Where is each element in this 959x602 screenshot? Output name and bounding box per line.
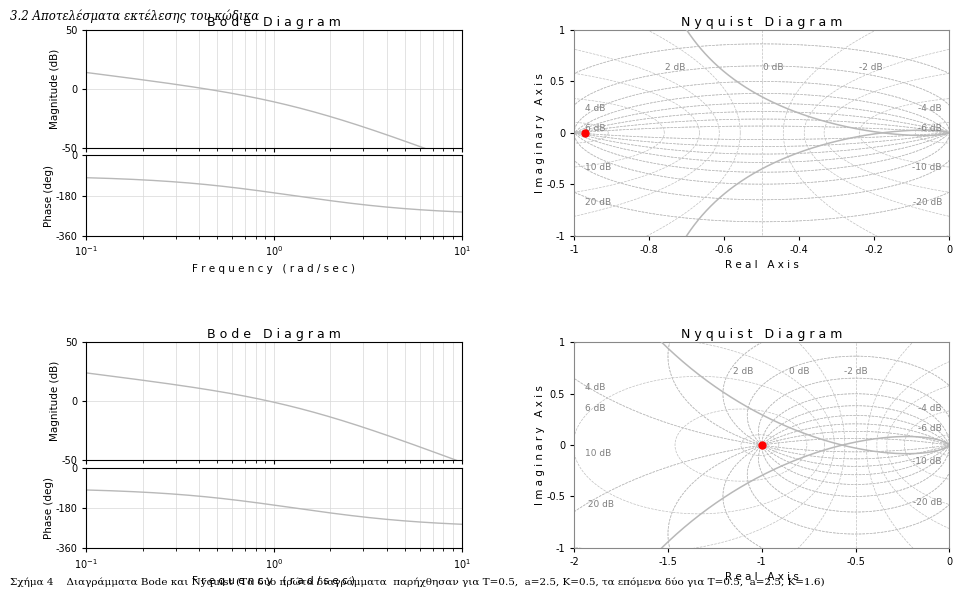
- Text: -2 dB: -2 dB: [859, 63, 882, 72]
- Text: 20 dB: 20 dB: [585, 198, 612, 207]
- X-axis label: R e a l   A x i s: R e a l A x i s: [725, 573, 799, 582]
- X-axis label: F r e q u e n c y   ( r a d / s e c ): F r e q u e n c y ( r a d / s e c ): [193, 264, 356, 274]
- Y-axis label: Phase (deg): Phase (deg): [44, 164, 54, 226]
- Text: -10 dB: -10 dB: [912, 163, 942, 172]
- Text: -4 dB: -4 dB: [919, 104, 942, 113]
- Text: 20 dB: 20 dB: [585, 500, 615, 509]
- Text: -10 dB: -10 dB: [912, 457, 942, 466]
- Title: B o d e   D i a g r a m: B o d e D i a g r a m: [207, 328, 340, 341]
- Y-axis label: I m a g i n a r y   A x i s: I m a g i n a r y A x i s: [535, 73, 545, 193]
- Y-axis label: Phase (deg): Phase (deg): [44, 477, 54, 539]
- Text: 6 dB: 6 dB: [585, 403, 606, 412]
- Text: 3.2 Αποτελέσματα εκτέλεσης του κώδικα: 3.2 Αποτελέσματα εκτέλεσης του κώδικα: [10, 9, 259, 22]
- Text: 0 dB: 0 dB: [762, 63, 784, 72]
- X-axis label: R e a l   A x i s: R e a l A x i s: [725, 260, 799, 270]
- Text: -6 dB: -6 dB: [918, 424, 942, 433]
- Text: 2 dB: 2 dB: [733, 367, 753, 376]
- Text: 0 dB: 0 dB: [789, 367, 809, 376]
- Text: 4 dB: 4 dB: [585, 104, 606, 113]
- Y-axis label: Magnitude (dB): Magnitude (dB): [50, 361, 60, 441]
- Text: -6 dB: -6 dB: [918, 124, 942, 133]
- Text: -20 dB: -20 dB: [913, 198, 942, 207]
- Text: -20 dB: -20 dB: [913, 498, 942, 507]
- Title: N y q u i s t   D i a g r a m: N y q u i s t D i a g r a m: [681, 16, 842, 29]
- Text: Σχήμα 4    Διαγράμματα Bode και Nyquist (Τα δύο πρώτα διαγράμματα  παρήχθησαν γι: Σχήμα 4 Διαγράμματα Bode και Nyquist (Τα…: [10, 577, 824, 587]
- Text: -2 dB: -2 dB: [844, 367, 867, 376]
- Text: 10 dB: 10 dB: [585, 163, 612, 172]
- Title: B o d e   D i a g r a m: B o d e D i a g r a m: [207, 16, 340, 29]
- Y-axis label: I m a g i n a r y   A x i s: I m a g i n a r y A x i s: [535, 385, 545, 505]
- Title: N y q u i s t   D i a g r a m: N y q u i s t D i a g r a m: [681, 328, 842, 341]
- Text: 4 dB: 4 dB: [585, 383, 606, 392]
- Text: 2 dB: 2 dB: [666, 63, 686, 72]
- Text: 6 dB: 6 dB: [585, 124, 606, 133]
- Text: 10 dB: 10 dB: [585, 449, 612, 458]
- Text: -4 dB: -4 dB: [919, 403, 942, 412]
- X-axis label: F r e q u e n c y   ( r a d / s e c ): F r e q u e n c y ( r a d / s e c ): [193, 576, 356, 586]
- Y-axis label: Magnitude (dB): Magnitude (dB): [50, 49, 60, 129]
